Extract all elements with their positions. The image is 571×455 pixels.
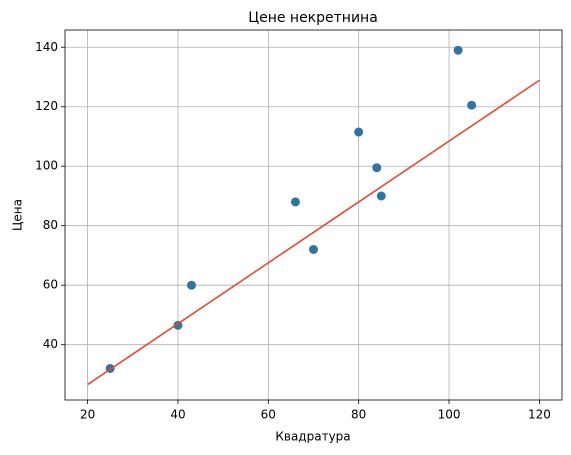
point xyxy=(467,100,477,110)
y-tick-label: 140 xyxy=(35,40,58,54)
point xyxy=(372,163,382,173)
point xyxy=(376,191,386,201)
x-tick-label: 120 xyxy=(528,408,551,422)
y-tick-label: 40 xyxy=(43,337,58,351)
x-tick-label: 40 xyxy=(170,408,185,422)
point xyxy=(453,45,463,55)
point xyxy=(290,197,300,207)
y-axis-label: Цена xyxy=(11,199,25,231)
point xyxy=(309,245,318,255)
x-tick-label: 100 xyxy=(438,408,461,422)
x-tick-label: 20 xyxy=(80,408,95,422)
x-axis-label: Квадратура xyxy=(275,430,350,444)
point xyxy=(187,280,197,290)
plot-frame xyxy=(64,29,563,401)
x-tick-label: 80 xyxy=(351,408,366,422)
y-tick-label: 120 xyxy=(35,99,58,113)
y-tick-label: 60 xyxy=(43,278,58,292)
point xyxy=(354,127,364,137)
y-tick-label: 100 xyxy=(35,159,58,173)
y-tick-label: 80 xyxy=(43,218,58,232)
regression-line xyxy=(87,79,540,386)
x-tick-label: 60 xyxy=(261,408,276,422)
chart-title: Цене некретнина xyxy=(248,10,378,26)
